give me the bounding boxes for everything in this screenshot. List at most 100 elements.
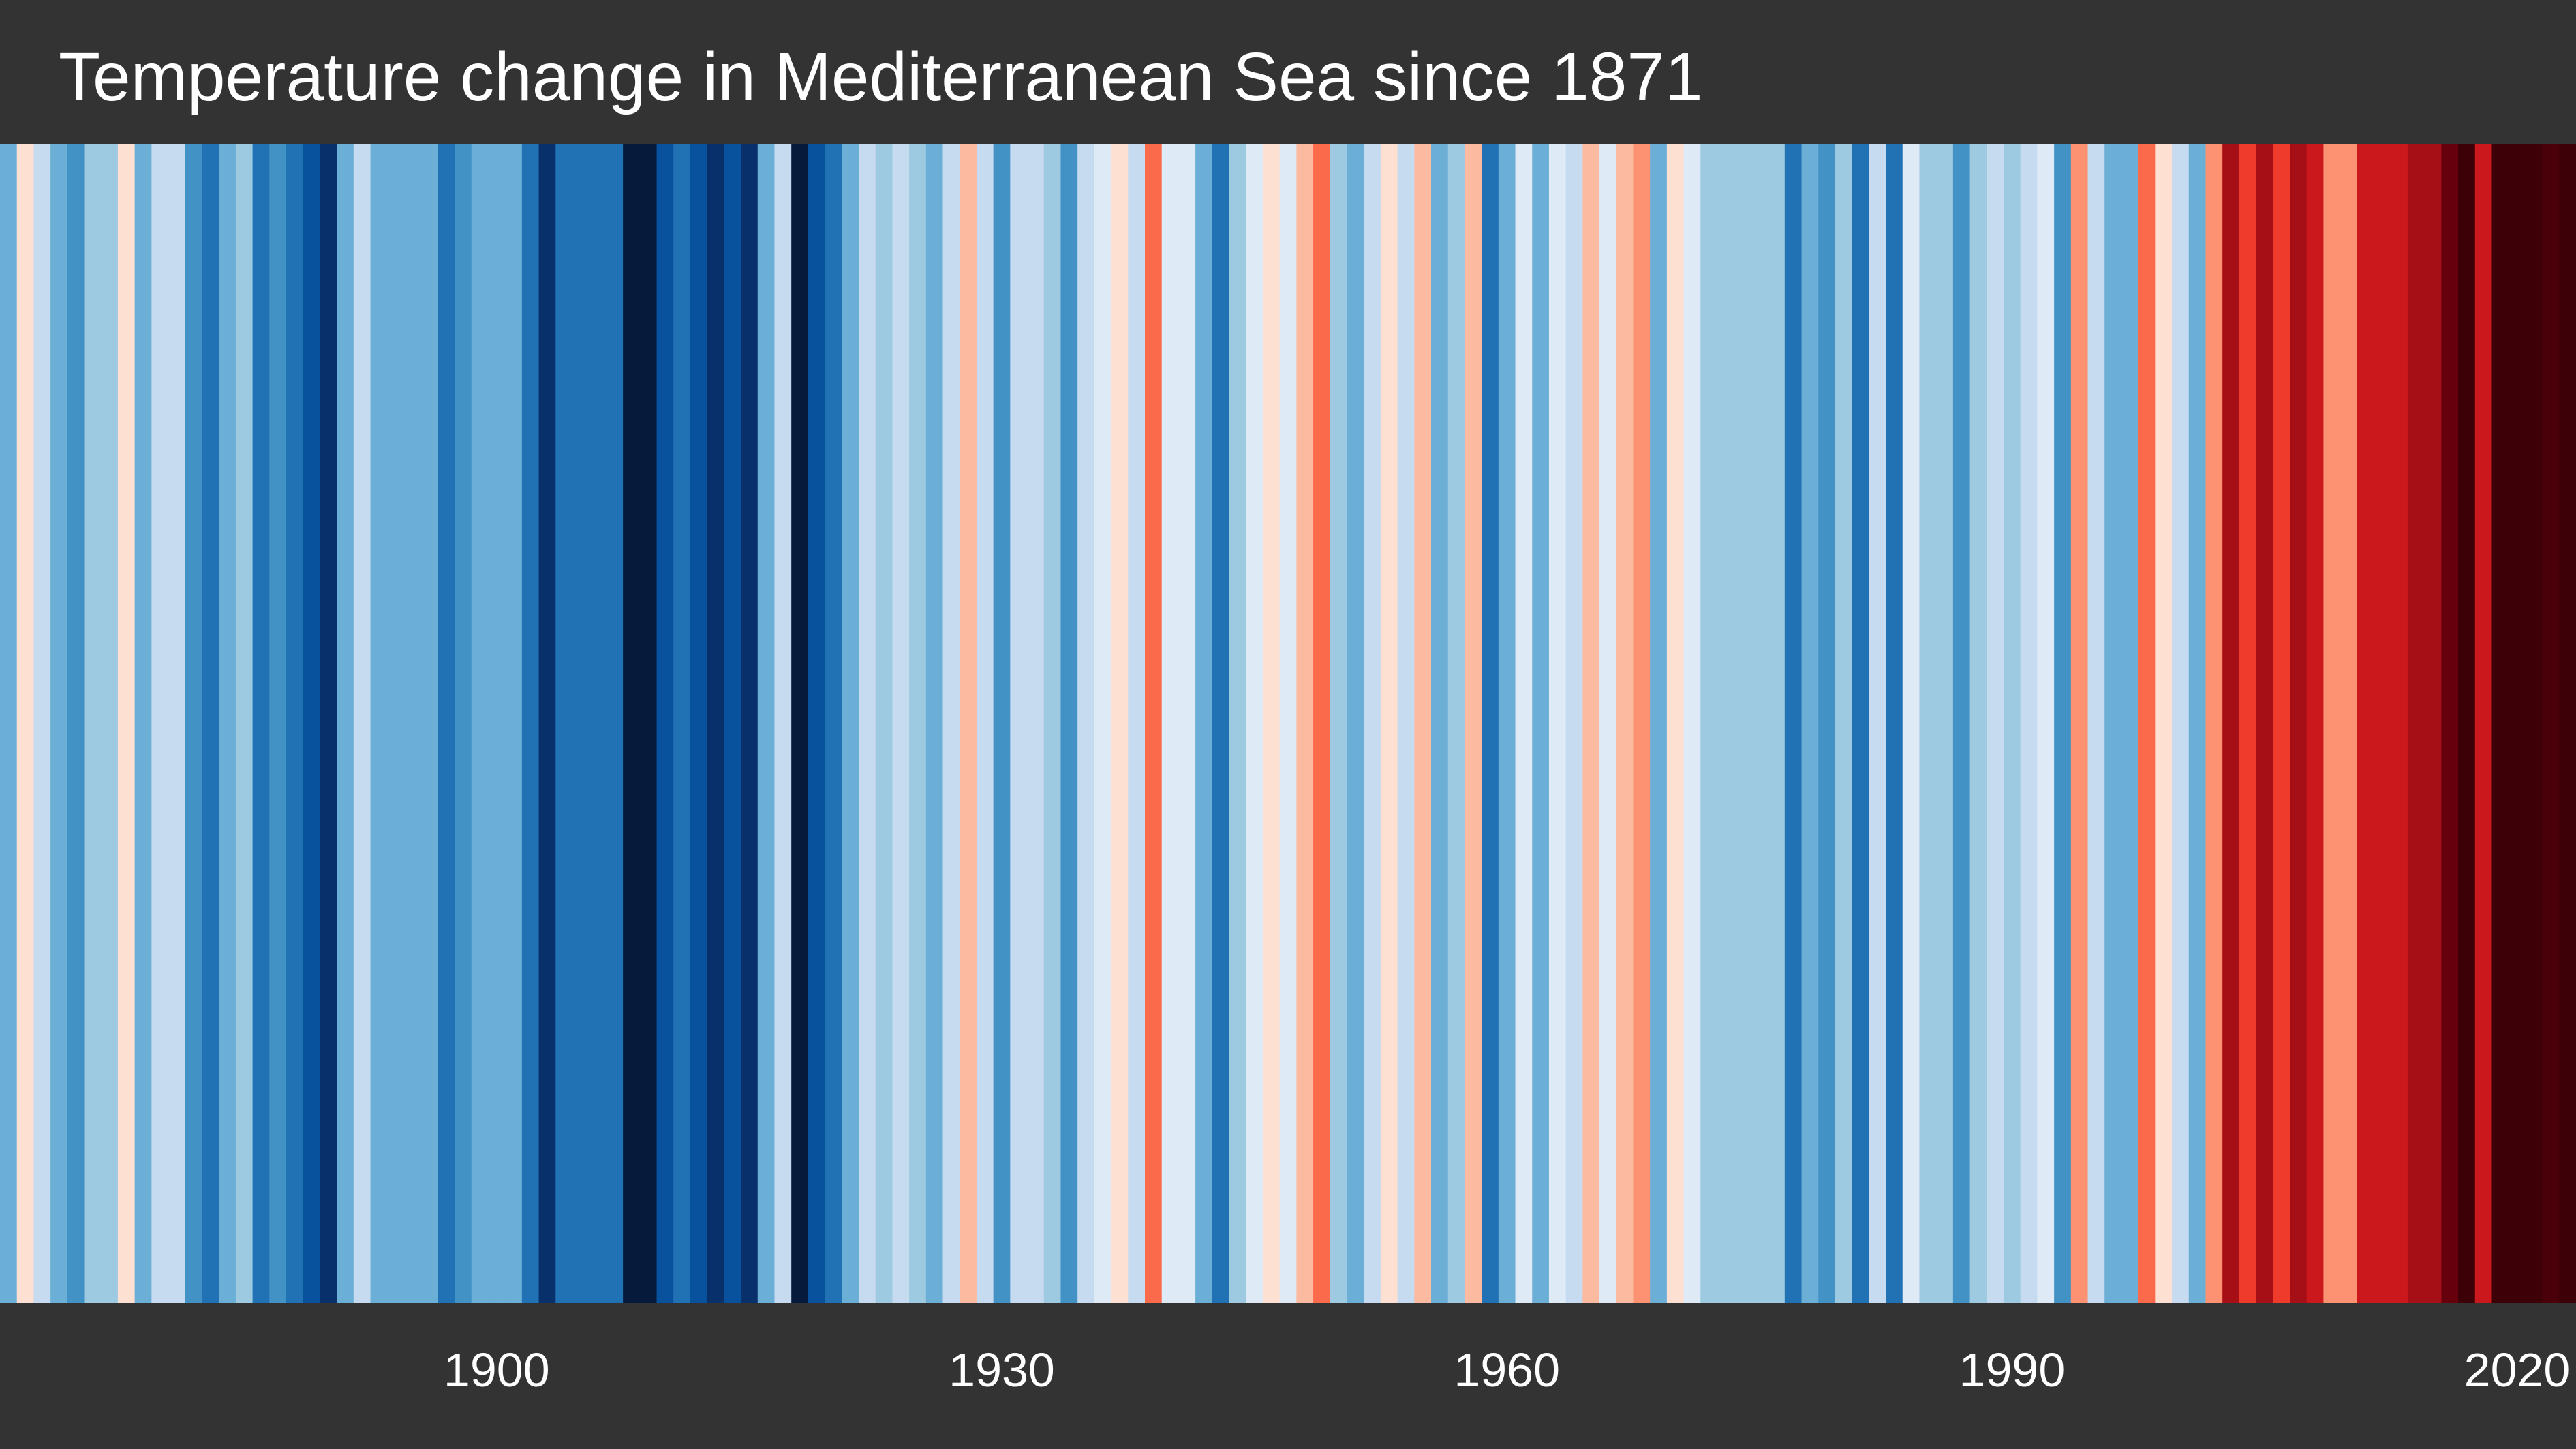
- x-tick-label: 1900: [443, 1343, 550, 1397]
- stripe-1961: [1515, 144, 1533, 1303]
- stripe-1986: [1936, 144, 1954, 1303]
- stripe-1902: [521, 144, 540, 1303]
- stripe-1991: [2020, 144, 2038, 1303]
- stripe-2002: [2205, 144, 2223, 1303]
- stripe-1973: [1717, 144, 1735, 1303]
- stripe-1982: [1869, 144, 1886, 1303]
- stripe-1931: [1010, 144, 1028, 1303]
- stripe-1975: [1751, 144, 1768, 1303]
- stripe-2019: [2491, 144, 2509, 1303]
- stripe-1912: [690, 144, 708, 1303]
- stripe-1885: [235, 144, 254, 1303]
- stripe-1917: [774, 144, 792, 1303]
- stripe-1905: [572, 144, 590, 1303]
- stripe-1906: [589, 144, 607, 1303]
- stripe-1939: [1145, 144, 1163, 1303]
- stripe-1998: [2138, 144, 2156, 1303]
- stripe-1938: [1128, 144, 1146, 1303]
- stripe-1910: [656, 144, 675, 1303]
- stripe-2013: [2391, 144, 2408, 1303]
- stripe-1970: [1666, 144, 1685, 1303]
- stripe-2009: [2323, 144, 2341, 1303]
- stripe-1884: [219, 144, 236, 1303]
- stripe-1946: [1262, 144, 1281, 1303]
- stripe-1947: [1279, 144, 1298, 1303]
- stripe-1957: [1447, 144, 1466, 1303]
- stripe-1918: [791, 144, 809, 1303]
- x-axis: 1900 1930 1960 1990 2020: [0, 1303, 2576, 1449]
- stripe-1948: [1296, 144, 1314, 1303]
- stripe-1981: [1852, 144, 1870, 1303]
- stripe-1883: [202, 144, 219, 1303]
- stripe-1879: [134, 144, 153, 1303]
- stripe-1992: [2037, 144, 2055, 1303]
- stripe-1987: [1952, 144, 1971, 1303]
- stripe-2023: [2559, 144, 2576, 1303]
- stripe-2001: [2188, 144, 2207, 1303]
- stripe-1949: [1313, 144, 1331, 1303]
- stripe-1930: [993, 144, 1011, 1303]
- stripe-1913: [707, 144, 725, 1303]
- x-tick-label: 1930: [949, 1343, 1055, 1397]
- stripe-1988: [1969, 144, 1988, 1303]
- stripe-2008: [2306, 144, 2325, 1303]
- stripe-1886: [252, 144, 271, 1303]
- stripe-2021: [2525, 144, 2543, 1303]
- stripe-1929: [976, 144, 994, 1303]
- stripe-1928: [960, 144, 977, 1303]
- stripe-1962: [1532, 144, 1550, 1303]
- stripe-1985: [1919, 144, 1937, 1303]
- stripe-1950: [1330, 144, 1348, 1303]
- stripe-1891: [337, 144, 354, 1303]
- stripe-2018: [2474, 144, 2493, 1303]
- stripe-1909: [639, 144, 658, 1303]
- stripe-1940: [1161, 144, 1180, 1303]
- stripe-1990: [2004, 144, 2021, 1303]
- stripe-1915: [741, 144, 758, 1303]
- stripe-1893: [370, 144, 388, 1303]
- stripe-1955: [1414, 144, 1432, 1303]
- stripe-1881: [168, 144, 186, 1303]
- stripe-2014: [2407, 144, 2425, 1303]
- stripe-2017: [2458, 144, 2476, 1303]
- stripe-1900: [488, 144, 506, 1303]
- stripe-1980: [1835, 144, 1853, 1303]
- stripe-1919: [808, 144, 826, 1303]
- stripe-1943: [1212, 144, 1230, 1303]
- stripe-1882: [185, 144, 203, 1303]
- stripe-1922: [859, 144, 876, 1303]
- stripe-2022: [2542, 144, 2560, 1303]
- stripe-1904: [555, 144, 573, 1303]
- stripe-2016: [2441, 144, 2459, 1303]
- stripe-1956: [1431, 144, 1449, 1303]
- stripe-1997: [2121, 144, 2139, 1303]
- stripe-1993: [2054, 144, 2072, 1303]
- stripe-1964: [1565, 144, 1584, 1303]
- stripe-2000: [2172, 144, 2190, 1303]
- stripe-1911: [673, 144, 691, 1303]
- stripe-1926: [925, 144, 944, 1303]
- stripe-1972: [1700, 144, 1718, 1303]
- stripe-1901: [505, 144, 523, 1303]
- stripe-1983: [1886, 144, 1903, 1303]
- stripe-1977: [1784, 144, 1803, 1303]
- stripe-1872: [16, 144, 35, 1303]
- stripe-2015: [2424, 144, 2442, 1303]
- stripe-1936: [1094, 144, 1112, 1303]
- stripe-1923: [875, 144, 893, 1303]
- stripe-1965: [1582, 144, 1600, 1303]
- stripe-1888: [286, 144, 304, 1303]
- stripe-1966: [1599, 144, 1617, 1303]
- stripe-1897: [438, 144, 455, 1303]
- stripe-1933: [1043, 144, 1062, 1303]
- stripe-1878: [117, 144, 136, 1303]
- stripe-1898: [455, 144, 472, 1303]
- stripe-1916: [757, 144, 776, 1303]
- stripe-2004: [2239, 144, 2257, 1303]
- stripe-1995: [2087, 144, 2106, 1303]
- stripe-1903: [538, 144, 557, 1303]
- stripe-1876: [84, 144, 102, 1303]
- stripe-1941: [1178, 144, 1196, 1303]
- stripe-1921: [842, 144, 859, 1303]
- stripe-2010: [2340, 144, 2358, 1303]
